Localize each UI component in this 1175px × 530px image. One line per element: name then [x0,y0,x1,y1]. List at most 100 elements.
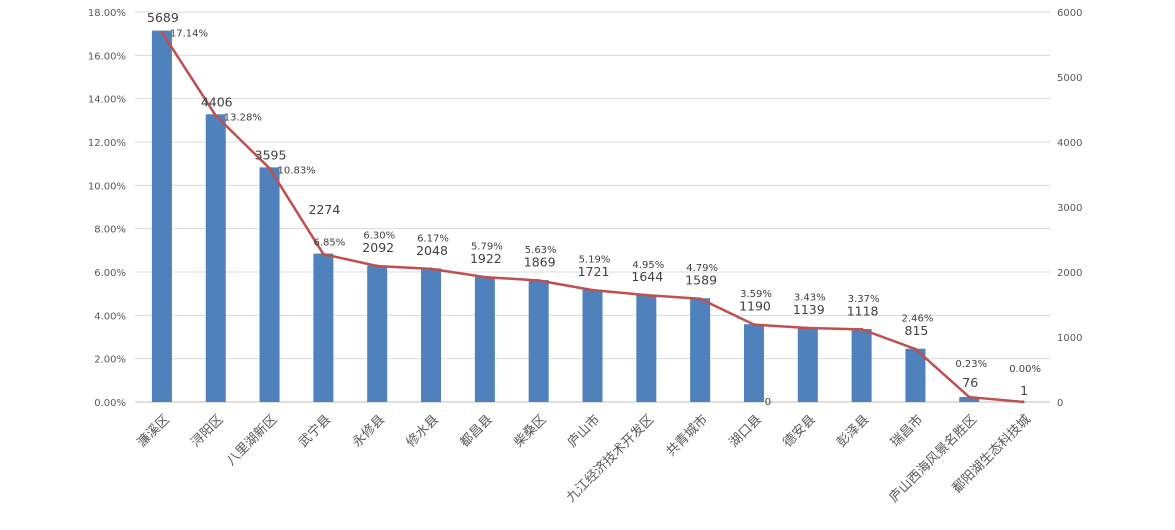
line-series [160,30,1025,404]
line-point [375,264,379,268]
category-label: 濂溪区 [135,412,173,450]
line-data-label: 1118 [847,303,879,318]
gridlines [135,11,1050,403]
bar-data-label: 3.43% [794,293,826,304]
bar-data-label: 6.30% [363,231,395,242]
line-point [1021,400,1025,404]
bar-data-label: 13.28% [224,112,262,123]
right-axis-ticks: 0 1000 2000 3000 4000 5000 6000 [1057,8,1082,409]
line-data-labels: 5689 4406 3595 2274 2092 2048 1922 1869 1721 1644… [147,10,1028,398]
category-label: 湖口县 [727,412,765,450]
line-point [752,323,756,327]
bar [205,114,226,403]
line-data-label: 4406 [201,95,233,110]
category-label: 九江经济技术开发区 [563,412,657,506]
bar [690,298,711,402]
bar-data-label: 10.83% [278,165,316,176]
line-point [483,275,487,279]
category-label: 彭泽县 [834,412,872,450]
bar-data-label: 6.17% [417,233,449,244]
category-label: 共青城市 [663,412,711,460]
right-axis-tick-label: 5000 [1057,73,1082,84]
left-axis-tick-label: 14.00% [88,95,126,106]
left-axis-tick-label: 10.00% [88,181,126,192]
line-data-label: 1190 [739,299,771,314]
line-point [591,288,594,292]
bar [421,268,442,402]
bar-data-labels: 17.14% 13.28% 10.83% 6.85% 6.30% 6.17% 5.79% 5.… [170,29,1041,375]
category-label: 武宁县 [295,412,334,451]
right-axis-tick-label: 4000 [1057,138,1082,149]
bar [743,324,764,402]
category-label: 柴桑区 [511,412,549,450]
right-axis-tick-label: 6000 [1057,8,1082,19]
line-data-label: 1589 [685,273,717,288]
line-point [806,326,810,330]
line-data-label: 1721 [578,264,610,279]
line-data-label: 3595 [255,147,287,162]
line-data-label: 1644 [631,269,663,284]
bar [528,280,549,402]
line-data-label: 815 [905,323,929,338]
bar [367,265,388,402]
extra-data-label: 0 [765,397,771,408]
line-data-label: 1 [1020,383,1028,398]
line-point [537,279,541,283]
category-label: 庐山市 [564,412,603,451]
line-point [860,327,864,331]
left-axis-tick-label: 16.00% [88,51,126,62]
line-point [268,166,272,170]
bar [151,30,172,403]
bar-data-label: 5.79% [471,242,503,253]
left-axis-tick-label: 12.00% [88,138,126,149]
bar [582,289,603,402]
line-point [321,252,325,256]
right-axis-tick-label: 2000 [1057,268,1082,279]
line-data-label: 2048 [416,243,448,258]
category-label: 瑞昌市 [887,412,926,451]
bar-series [151,30,980,403]
category-label: 庐山西海风景名胜区 [886,412,980,506]
bar-data-label: 4.95% [632,260,664,271]
bar-data-label: 0.23% [955,359,987,370]
line-data-label: 2274 [308,202,340,217]
extra-labels: 0 [765,397,771,408]
line-data-label: 1139 [793,302,825,317]
category-label: 八里湖新区 [223,412,280,469]
line-point [429,267,433,271]
category-label: 永修县 [350,412,388,450]
bar-data-label: 6.85% [313,238,345,249]
bar [959,397,980,402]
bar [905,348,926,402]
bar-data-label: 3.37% [848,294,880,305]
left-axis-ticks: 0.00% 2.00% 4.00% 6.00% 8.00% 10.00% 12.00% 14.… [88,8,126,409]
line-point [913,347,917,351]
line-data-label: 76 [962,375,978,390]
bar-data-label: 3.59% [740,289,772,300]
line-point [160,30,164,34]
category-label: 浔阳区 [188,412,226,450]
category-label: 修水县 [404,412,442,450]
category-label: 都昌县 [457,412,495,450]
line-data-label: 1922 [470,251,502,266]
left-axis-tick-label: 4.00% [94,311,126,322]
left-axis-tick-label: 0.00% [94,398,126,409]
left-axis-tick-label: 18.00% [88,8,126,19]
bar [636,294,657,402]
right-axis-tick-label: 3000 [1057,203,1082,214]
left-axis-tick-label: 6.00% [94,268,126,279]
bar [474,276,495,402]
left-axis-tick-label: 8.00% [94,225,126,236]
line-point [214,114,218,118]
bar [259,167,280,402]
left-axis-tick-label: 2.00% [94,355,126,366]
bar-data-label: 0.00% [1009,364,1041,375]
line-point [644,293,648,297]
line-point [967,395,971,399]
bar-data-label: 2.46% [902,314,934,325]
bar [851,328,872,402]
line-data-label: 2092 [362,240,394,255]
